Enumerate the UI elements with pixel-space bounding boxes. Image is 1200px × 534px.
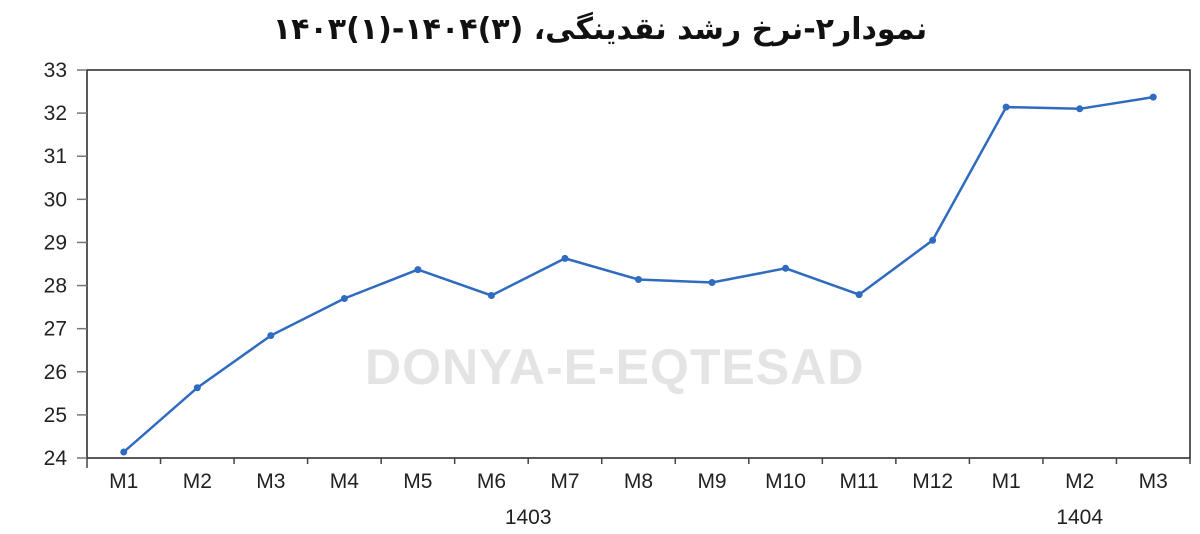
data-point [1076,105,1084,113]
data-point [414,266,422,274]
x-tick-label: M7 [550,470,579,493]
x-tick-label: M12 [912,470,953,493]
x-tick-label: M2 [1065,470,1094,493]
x-tick-label: M4 [330,470,359,493]
x-tick-label: M11 [839,470,878,493]
data-point [120,448,128,456]
data-point [1149,93,1157,101]
y-tick-label: 32 [44,102,67,125]
x-tick-label: M1 [109,470,138,493]
y-tick-label: 26 [44,361,67,384]
data-point [561,254,569,262]
x-tick-label: M6 [477,470,506,493]
x-tick-label: M3 [256,470,285,493]
y-tick-label: 24 [44,447,68,470]
chart-title: نمودار۲-نرخ رشد نقدینگی، (۳)۱۴۰۴-(۱)۱۴۰۳ [272,12,928,47]
plot-frame [86,69,1191,459]
data-point [1002,103,1010,111]
data-point [782,264,790,272]
x-tick-label: M2 [183,470,212,493]
x-tick-label: M8 [624,470,653,493]
x-tick-label: M3 [1139,470,1168,493]
y-tick-label: 27 [44,318,67,341]
x-tick-label: M10 [765,470,806,493]
data-point [635,276,642,284]
data-point [193,384,201,392]
data-point [929,236,937,244]
data-point [267,332,275,340]
y-tick-label: 33 [44,59,67,82]
y-tick-label: 29 [44,231,67,254]
y-tick-label: 30 [44,188,67,211]
y-tick-label: 25 [44,404,67,427]
x-tick-label: M1 [992,470,1021,493]
data-point [487,291,495,299]
x-group-label: 1404 [1056,506,1103,529]
x-tick-label: M5 [403,470,432,493]
data-point [340,294,348,302]
x-tick-label: M9 [697,470,726,493]
y-tick-label: 28 [44,275,67,298]
series-line [122,95,1154,453]
x-group-label: 1403 [505,506,552,529]
data-point [708,279,716,287]
y-tick-label: 31 [44,145,67,168]
watermark: DONYA-E-EQTESAD [365,339,865,395]
data-point [855,291,863,299]
